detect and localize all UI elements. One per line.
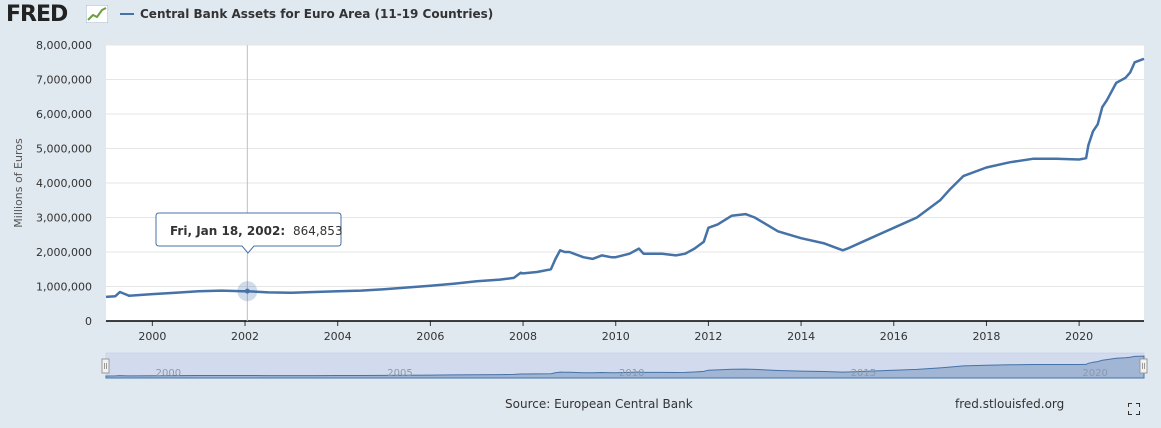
x-tick-label: 2002	[231, 330, 259, 343]
x-tick-label: 2010	[602, 330, 630, 343]
x-tick-label: 2018	[972, 330, 1000, 343]
fred-graph-icon	[86, 5, 108, 23]
y-tick-label: 5,000,000	[36, 143, 92, 156]
navigator-area	[105, 355, 1145, 379]
source-note: Source: European Central Bank	[505, 397, 693, 411]
fullscreen-icon[interactable]	[1128, 403, 1140, 415]
y-tick-label: 1,000,000	[36, 281, 92, 294]
site-link[interactable]: fred.stlouisfed.org	[955, 397, 1065, 411]
navigator-tick-label: 2015	[851, 368, 876, 379]
x-tick-label: 2000	[138, 330, 166, 343]
navigator-tick-label: 2005	[387, 368, 412, 379]
x-tick-label: 2008	[509, 330, 537, 343]
tooltip: Fri, Jan 18, 2002: 864,853	[155, 212, 343, 254]
y-tick-label: 2,000,000	[36, 246, 92, 259]
y-tick-label: 4,000,000	[36, 177, 92, 190]
y-tick-label: 0	[85, 315, 92, 328]
y-tick-label: 8,000,000	[36, 39, 92, 52]
x-tick-label: 2020	[1065, 330, 1093, 343]
x-tick-label: 2016	[880, 330, 908, 343]
x-tick-label: 2006	[416, 330, 444, 343]
legend-swatch	[120, 13, 134, 15]
svg-text:Fri, Jan 18, 2002: 864,8: Fri, Jan 18, 2002: 864,853	[170, 224, 343, 238]
y-tick-label: 3,000,000	[36, 212, 92, 225]
x-tick-label: 2012	[694, 330, 722, 343]
highlight-point	[244, 288, 250, 294]
series-line	[105, 57, 1145, 299]
navigator[interactable]: 2000 2005 2010 2015 2020	[101, 352, 1148, 379]
y-axis-title: Millions of Euros	[12, 138, 25, 228]
navigator-tick-label: 2020	[1082, 368, 1107, 379]
navigator-right-handle[interactable]	[1139, 358, 1148, 374]
navigator-tick-label: 2000	[156, 368, 181, 379]
navigator-left-handle[interactable]	[101, 358, 110, 374]
legend[interactable]: Central Bank Assets for Euro Area (11-19…	[120, 7, 493, 21]
tooltip-date: Fri, Jan 18, 2002:	[170, 224, 285, 238]
y-tick-label: 6,000,000	[36, 108, 92, 121]
x-tick-label: 2004	[324, 330, 352, 343]
tooltip-value: 864,853	[293, 224, 343, 238]
line-chart[interactable]: 0 1,000,000 2,000,000 3,000,000 4,000,000 5,0…	[0, 30, 1161, 400]
x-tick-label: 2014	[787, 330, 815, 343]
navigator-tick-label: 2010	[619, 368, 644, 379]
legend-label: Central Bank Assets for Euro Area (11-19…	[140, 7, 494, 21]
fred-logo[interactable]: FRED	[6, 2, 68, 27]
y-tick-label: 7,000,000	[36, 74, 92, 87]
